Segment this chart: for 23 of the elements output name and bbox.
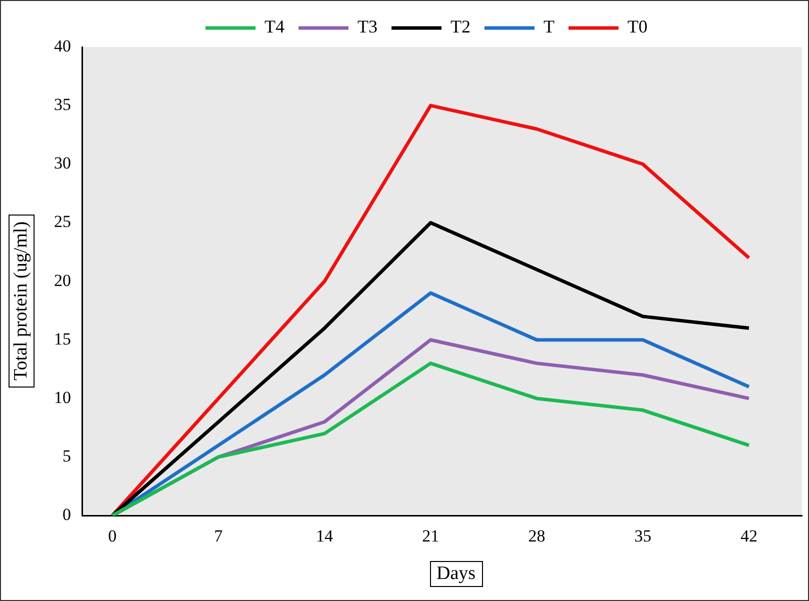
legend-label: T2	[450, 16, 470, 37]
legend-label: T3	[358, 16, 378, 37]
y-tick-label: 35	[54, 95, 71, 114]
x-tick-label: 28	[528, 526, 546, 546]
x-tick-label: 14	[316, 526, 334, 546]
y-tick-label: 40	[54, 36, 71, 56]
x-tick-label: 21	[422, 526, 440, 546]
y-tick-label: 30	[54, 154, 71, 173]
legend-label: T	[544, 16, 554, 37]
y-tick-label: 10	[54, 388, 71, 407]
y-tick-label: 0	[62, 505, 71, 524]
y-axis-title: Total protein (ug/ml)	[8, 214, 34, 388]
legend-label: T4	[264, 16, 285, 37]
x-tick-label: 35	[634, 526, 652, 546]
y-tick-label: 25	[54, 212, 71, 232]
legend-label: T0	[627, 16, 648, 37]
x-tick-label: 7	[214, 526, 224, 546]
x-tick-label: 0	[108, 526, 117, 546]
y-tick-label: 5	[62, 446, 71, 466]
y-tick-label: 20	[54, 270, 71, 290]
y-tick-label: 15	[54, 329, 71, 348]
x-axis-title: Days	[430, 561, 483, 587]
x-tick-label: 42	[740, 526, 758, 546]
